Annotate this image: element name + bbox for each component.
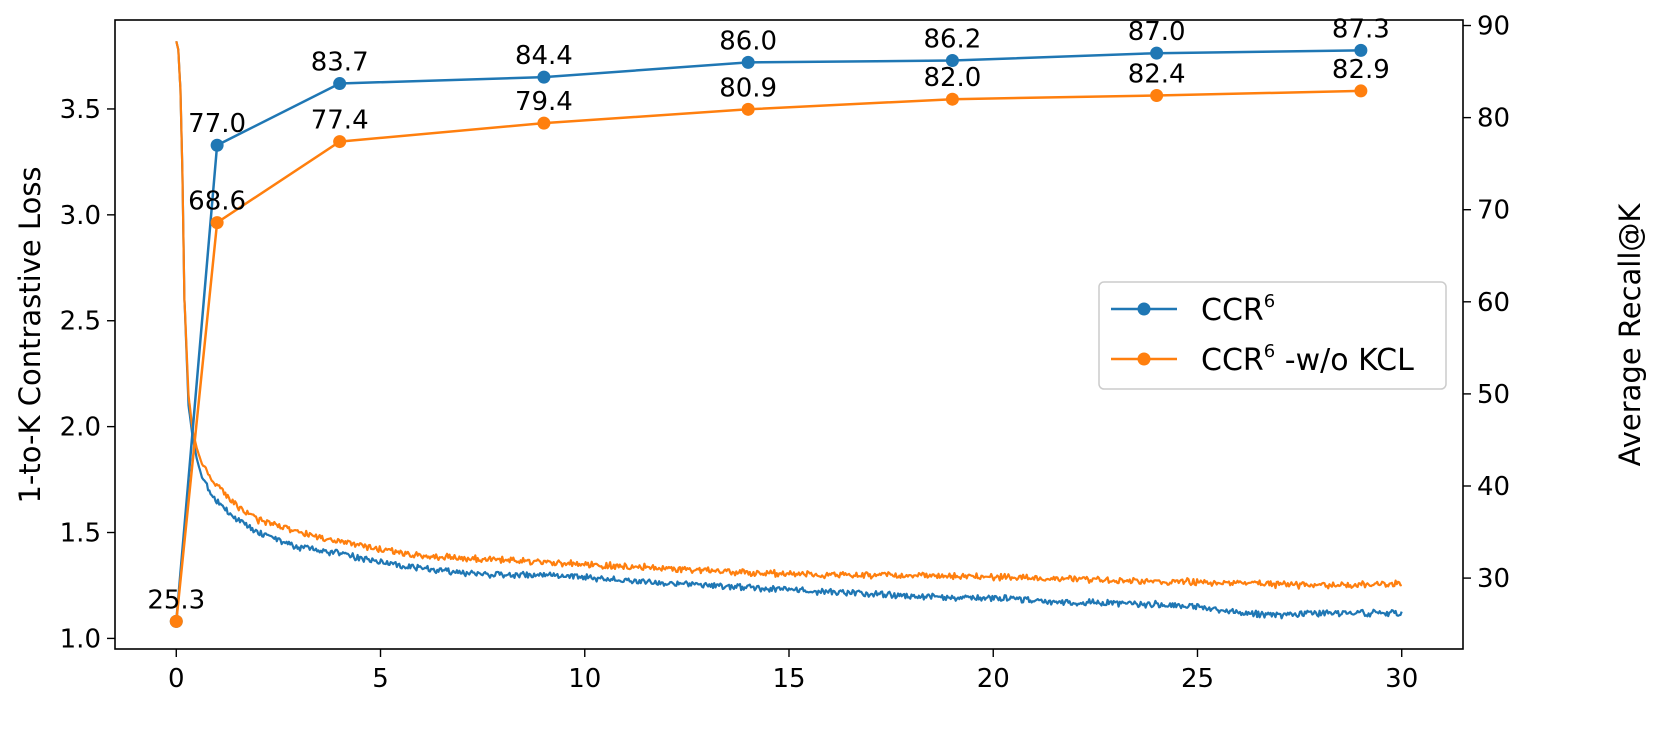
axis-ticks: 0 5 10 15 20 25 30 1.0 1.5 2.0 2.5 3.0 3.5 30 40 50 60 70… [60, 12, 1510, 694]
recall-marker-0-2 [333, 77, 347, 91]
recall-marker-1-1 [210, 216, 224, 230]
recall-marker-1-2 [333, 135, 347, 149]
y-left-tick-label: 1.0 [60, 624, 101, 654]
recall-marker-0-4 [741, 55, 755, 69]
legend-label-superscript: 6 [1264, 291, 1275, 312]
data-label-1: 82.4 [1128, 60, 1186, 90]
legend-label-0: CCR6 [1201, 291, 1275, 328]
data-label-1: 25.3 [147, 585, 205, 615]
y-left-tick-label: 1.5 [60, 519, 101, 549]
y-right-tick-label: 90 [1477, 12, 1510, 42]
data-labels: 77.0 83.7 84.4 86.0 86.2 87.0 87.3 25.3 68.6 77.4… [147, 14, 1389, 615]
x-tick-label: 25 [1181, 664, 1214, 694]
recall-marker-1-5 [945, 92, 959, 106]
x-tick-label: 5 [372, 664, 389, 694]
y-left-axis-title: 1-to-K Contrastive Loss [13, 166, 47, 503]
recall-line-0 [175, 49, 1361, 622]
legend-label-base: CCR [1201, 343, 1264, 378]
recall-marker-1-4 [741, 102, 755, 116]
data-label-1: 80.9 [719, 73, 777, 103]
data-label-1: 79.4 [515, 87, 573, 117]
recall-marker-1-3 [537, 116, 551, 130]
legend-label-superscript: 6 [1264, 341, 1275, 362]
x-tick-label: 30 [1385, 664, 1418, 694]
y-left-tick-label: 3.5 [60, 95, 101, 125]
y-right-tick-label: 80 [1477, 104, 1510, 134]
recall-marker-1-7 [1354, 84, 1368, 98]
x-tick-label: 10 [568, 664, 601, 694]
y-right-tick-label: 60 [1477, 288, 1510, 318]
legend-label-1: CCR6 -w/o KCL [1201, 341, 1414, 378]
axis-titles: 1-to-K Contrastive Loss Average Recall@K [13, 166, 1647, 503]
legend-marker-0 [1137, 302, 1151, 316]
data-label-0: 87.0 [1128, 17, 1186, 47]
data-label-0: 87.3 [1332, 14, 1390, 44]
y-right-tick-label: 70 [1477, 196, 1510, 226]
y-right-tick-label: 30 [1477, 564, 1510, 594]
y-left-tick-label: 3.0 [60, 201, 101, 231]
y-right-tick-label: 40 [1477, 472, 1510, 502]
data-label-1: 82.9 [1332, 55, 1390, 85]
recall-marker-0-1 [210, 138, 224, 152]
data-label-0: 77.0 [188, 109, 246, 139]
legend-marker-1 [1137, 352, 1151, 366]
recall-marker-0-6 [1150, 46, 1164, 60]
legend-label-suffix: -w/o KCL [1275, 343, 1414, 378]
recall-marker-1-6 [1150, 89, 1164, 103]
data-label-0: 83.7 [311, 48, 369, 78]
y-left-tick-label: 2.0 [60, 413, 101, 443]
data-label-0: 86.0 [719, 26, 777, 56]
loss-curve-0 [175, 40, 1403, 620]
x-tick-label: 20 [977, 664, 1010, 694]
loss-curves [175, 40, 1403, 620]
x-tick-label: 15 [772, 664, 805, 694]
legend-box [1098, 281, 1447, 390]
y-right-axis-title: Average Recall@K [1613, 203, 1647, 467]
y-left-tick-label: 2.5 [60, 307, 101, 337]
data-label-0: 86.2 [923, 25, 981, 55]
recall-marker-0-5 [945, 54, 959, 68]
recall-marker-0-3 [537, 70, 551, 84]
data-label-0: 84.4 [515, 41, 573, 71]
recall-marker-1-0 [169, 614, 183, 628]
data-label-1: 82.0 [923, 63, 981, 93]
x-tick-label: 0 [168, 664, 185, 694]
recall-line-1 [175, 89, 1361, 622]
y-right-tick-label: 50 [1477, 380, 1510, 410]
legend-label-base: CCR [1201, 293, 1264, 328]
loss-curve-1 [175, 40, 1403, 590]
data-label-1: 68.6 [188, 187, 246, 217]
recall-marker-0-7 [1354, 43, 1368, 57]
data-label-1: 77.4 [311, 106, 369, 136]
recall-lines [169, 43, 1368, 628]
